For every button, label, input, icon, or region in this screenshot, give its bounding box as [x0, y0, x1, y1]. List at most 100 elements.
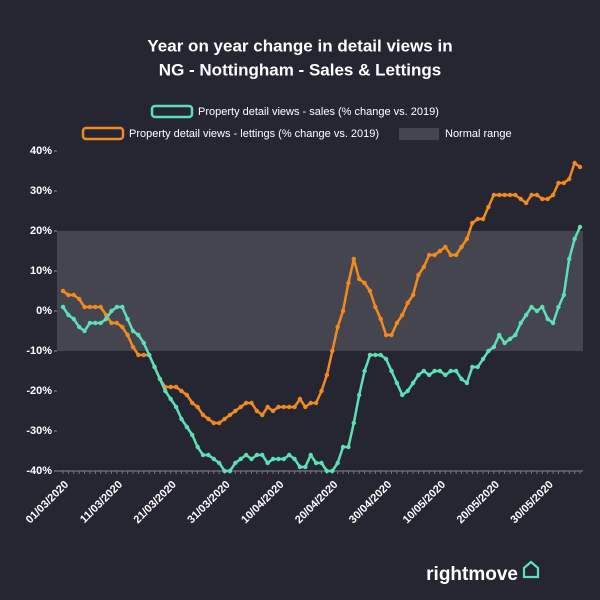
- point: [518, 196, 523, 202]
- legend-label: Normal range: [445, 128, 512, 140]
- point: [87, 304, 93, 310]
- y-tick-label: 40%: [30, 145, 52, 157]
- point: [427, 252, 432, 258]
- point: [556, 180, 561, 186]
- y-tick-label: 30%: [30, 185, 52, 197]
- point: [373, 352, 378, 358]
- point: [319, 388, 324, 394]
- point: [475, 364, 480, 370]
- point: [109, 308, 114, 314]
- point: [346, 444, 351, 450]
- point: [76, 296, 82, 302]
- point: [567, 176, 572, 182]
- point: [249, 400, 254, 406]
- point: [567, 256, 572, 262]
- point: [98, 304, 103, 310]
- point: [340, 308, 346, 314]
- point: [179, 388, 184, 394]
- point: [405, 388, 410, 394]
- point: [227, 468, 233, 474]
- point: [480, 356, 486, 362]
- point: [190, 432, 195, 438]
- point: [270, 456, 276, 462]
- point: [157, 376, 163, 382]
- point: [297, 396, 303, 402]
- point: [400, 392, 405, 398]
- point: [394, 320, 400, 326]
- point: [432, 252, 437, 258]
- point: [351, 256, 357, 262]
- point: [550, 320, 556, 326]
- point: [265, 404, 270, 410]
- point: [98, 320, 103, 326]
- point: [163, 388, 168, 394]
- point: [179, 416, 184, 422]
- point: [410, 380, 416, 386]
- point: [286, 404, 292, 410]
- point: [146, 352, 152, 358]
- point: [556, 304, 561, 310]
- point: [120, 304, 125, 310]
- point: [66, 292, 71, 298]
- point: [93, 320, 98, 326]
- point: [281, 404, 287, 410]
- point: [545, 196, 550, 202]
- point: [276, 456, 281, 462]
- point: [227, 412, 233, 418]
- point: [362, 280, 367, 286]
- point: [173, 384, 179, 390]
- point: [497, 192, 502, 198]
- point: [513, 192, 518, 198]
- point: [340, 444, 346, 450]
- point: [335, 460, 340, 466]
- point: [93, 304, 98, 310]
- point: [577, 164, 583, 170]
- point: [356, 276, 362, 282]
- point: [120, 324, 125, 330]
- point: [243, 452, 249, 458]
- point: [303, 404, 308, 410]
- y-tick-label: 20%: [30, 225, 52, 237]
- point: [238, 456, 243, 462]
- point: [534, 192, 540, 198]
- point: [486, 348, 491, 354]
- point: [297, 464, 303, 470]
- point: [448, 368, 453, 374]
- point: [281, 456, 287, 462]
- point: [351, 420, 357, 426]
- point: [211, 420, 216, 426]
- point: [356, 392, 362, 398]
- logo: rightmove: [426, 564, 518, 585]
- point: [507, 192, 513, 198]
- point: [416, 272, 421, 278]
- point: [254, 452, 260, 458]
- point: [400, 312, 405, 318]
- point: [136, 352, 141, 358]
- point: [410, 292, 416, 298]
- point: [453, 368, 459, 374]
- point: [265, 460, 270, 466]
- point: [292, 456, 297, 462]
- point: [330, 468, 335, 474]
- point: [464, 236, 470, 242]
- point: [222, 468, 227, 474]
- point: [572, 236, 577, 242]
- point: [378, 316, 383, 322]
- point: [491, 192, 497, 198]
- point: [82, 304, 87, 310]
- point: [270, 408, 276, 414]
- point: [383, 356, 389, 362]
- chart-title: Year on year change in detail views in: [147, 36, 452, 55]
- point: [243, 400, 249, 406]
- chart-title: NG - Nottingham - Sales & Lettings: [159, 60, 441, 79]
- point: [222, 416, 227, 422]
- point: [437, 368, 443, 374]
- point: [82, 328, 87, 334]
- legend-label: Property detail views - lettings (% chan…: [129, 128, 379, 140]
- point: [313, 460, 319, 466]
- point: [394, 380, 400, 386]
- y-tick-label: 10%: [30, 265, 52, 277]
- y-tick-label: -30%: [26, 425, 52, 437]
- y-tick-label: -40%: [26, 465, 52, 477]
